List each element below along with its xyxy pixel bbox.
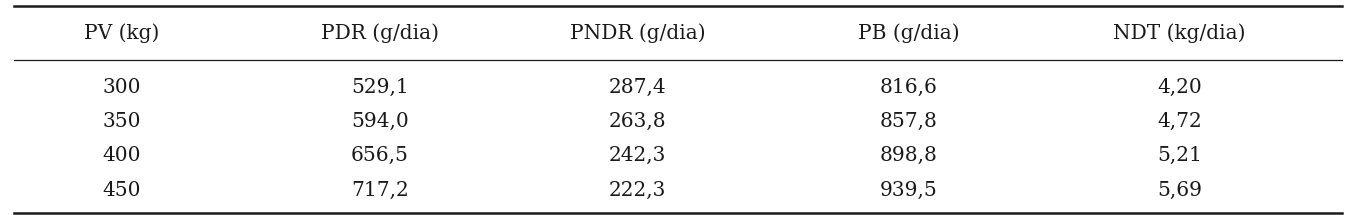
Text: NDT (kg/dia): NDT (kg/dia) [1113,23,1246,43]
Text: 350: 350 [103,112,141,131]
Text: 656,5: 656,5 [351,146,408,165]
Text: 242,3: 242,3 [609,146,666,165]
Text: PNDR (g/dia): PNDR (g/dia) [570,23,705,43]
Text: PDR (g/dia): PDR (g/dia) [320,23,439,43]
Text: 4,20: 4,20 [1157,78,1203,97]
Text: 594,0: 594,0 [351,112,408,131]
Text: 816,6: 816,6 [880,78,937,97]
Text: 717,2: 717,2 [351,181,408,200]
Text: 939,5: 939,5 [880,181,937,200]
Text: PB (g/dia): PB (g/dia) [858,23,959,43]
Text: 857,8: 857,8 [880,112,937,131]
Text: 263,8: 263,8 [609,112,666,131]
Text: 529,1: 529,1 [351,78,408,97]
Text: 4,72: 4,72 [1157,112,1203,131]
Text: 400: 400 [103,146,141,165]
Text: 450: 450 [103,181,141,200]
Text: PV (kg): PV (kg) [84,23,160,43]
Text: 5,69: 5,69 [1157,181,1203,200]
Text: 5,21: 5,21 [1157,146,1203,165]
Text: 222,3: 222,3 [609,181,666,200]
Text: 898,8: 898,8 [880,146,937,165]
Text: 287,4: 287,4 [609,78,666,97]
Text: 300: 300 [103,78,141,97]
